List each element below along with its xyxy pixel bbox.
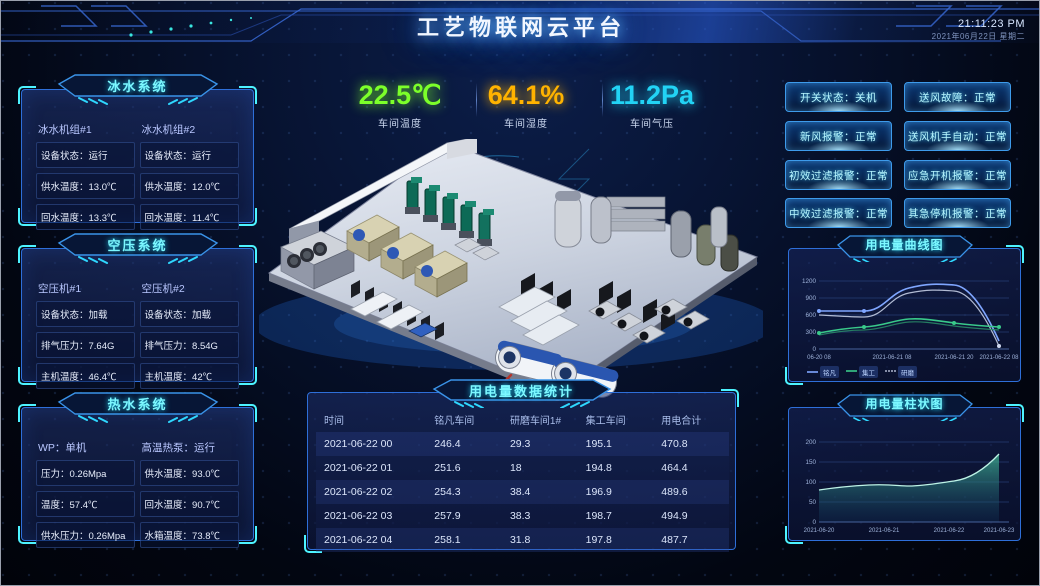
svg-text:2021-06-22: 2021-06-22 (934, 528, 965, 534)
svg-text:50: 50 (809, 499, 817, 506)
svg-text:2021-06-21 20: 2021-06-21 20 (934, 355, 974, 361)
svg-text:2021-06-21: 2021-06-21 (869, 528, 900, 534)
svg-text:06-20 08: 06-20 08 (807, 355, 831, 361)
svg-text:0: 0 (812, 346, 816, 353)
svg-text:300: 300 (805, 329, 816, 336)
svg-text:1200: 1200 (802, 278, 817, 285)
svg-text:2021-06-21 08: 2021-06-21 08 (872, 355, 912, 361)
svg-text:2021-06-23: 2021-06-23 (984, 528, 1015, 534)
svg-text:100: 100 (805, 479, 816, 486)
svg-text:0: 0 (812, 519, 816, 526)
svg-text:600: 600 (805, 312, 816, 319)
svg-text:150: 150 (805, 459, 816, 466)
svg-text:2021-06-20: 2021-06-20 (804, 528, 835, 534)
svg-text:2021-06-22 08: 2021-06-22 08 (979, 355, 1019, 361)
svg-text:900: 900 (805, 295, 816, 302)
svg-text:200: 200 (805, 439, 816, 446)
